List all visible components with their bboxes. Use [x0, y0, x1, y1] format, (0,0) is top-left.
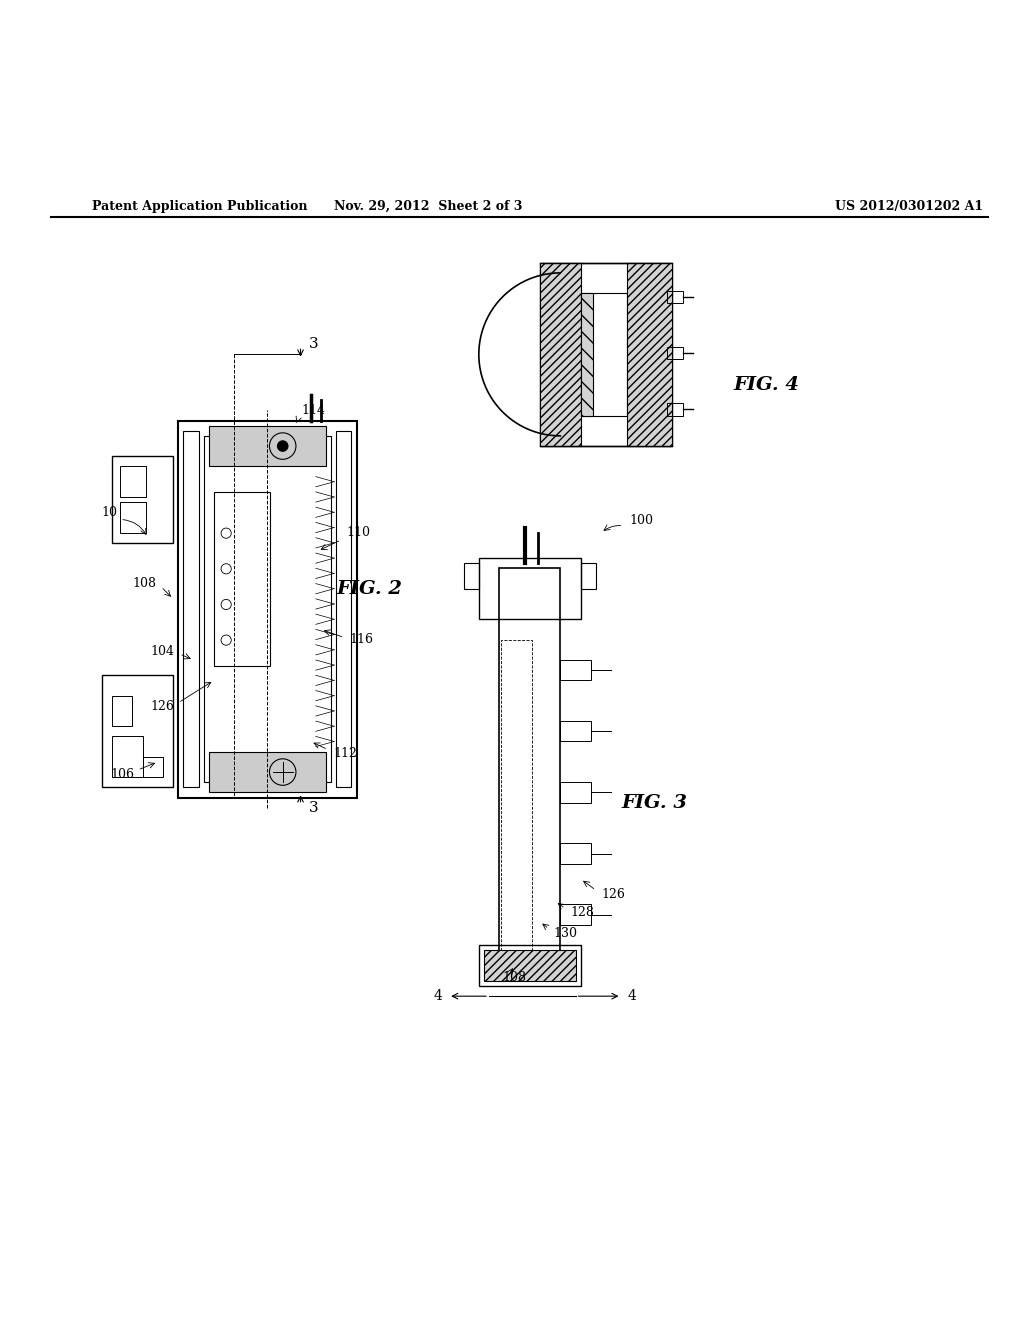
Bar: [464, 564, 479, 589]
Bar: [501, 640, 531, 956]
Text: 104: 104: [151, 645, 175, 659]
Text: Patent Application Publication: Patent Application Publication: [92, 201, 307, 213]
Bar: [581, 564, 596, 589]
Bar: [204, 436, 331, 783]
Bar: [560, 660, 591, 680]
Text: 108: 108: [502, 972, 526, 985]
Bar: [142, 756, 163, 777]
Bar: [484, 950, 575, 981]
Text: 130: 130: [553, 927, 578, 940]
Bar: [479, 945, 581, 986]
Bar: [581, 293, 627, 416]
Text: 108: 108: [132, 577, 157, 590]
Bar: [336, 430, 351, 787]
Bar: [479, 558, 581, 619]
Circle shape: [278, 441, 288, 451]
Bar: [209, 425, 326, 466]
Text: Nov. 29, 2012  Sheet 2 of 3: Nov. 29, 2012 Sheet 2 of 3: [334, 201, 522, 213]
Bar: [560, 843, 591, 863]
Bar: [209, 751, 326, 792]
Bar: [560, 783, 591, 803]
Bar: [499, 569, 560, 966]
Text: 3: 3: [308, 801, 318, 814]
Text: 112: 112: [333, 747, 357, 760]
Text: 116: 116: [349, 634, 374, 645]
Text: FIG. 4: FIG. 4: [733, 376, 800, 393]
Text: 126: 126: [601, 888, 625, 900]
Text: 10: 10: [101, 506, 118, 519]
Text: 4: 4: [627, 989, 636, 1003]
Text: US 2012/0301202 A1: US 2012/0301202 A1: [836, 201, 983, 213]
Bar: [183, 430, 199, 787]
Text: 4: 4: [433, 989, 442, 1003]
Bar: [120, 466, 145, 498]
Bar: [560, 904, 591, 925]
Bar: [178, 421, 356, 797]
Text: FIG. 2: FIG. 2: [336, 579, 402, 598]
Text: 126: 126: [151, 701, 175, 713]
Bar: [101, 676, 173, 787]
Bar: [560, 721, 591, 742]
Bar: [214, 492, 270, 665]
Text: 3: 3: [308, 337, 318, 351]
Bar: [668, 404, 683, 416]
Text: 114: 114: [301, 404, 326, 417]
Bar: [540, 263, 673, 446]
Bar: [668, 292, 683, 304]
Text: 110: 110: [346, 527, 371, 539]
Bar: [581, 293, 593, 416]
Bar: [112, 737, 142, 777]
Text: FIG. 3: FIG. 3: [622, 793, 687, 812]
Bar: [120, 502, 145, 533]
Bar: [668, 347, 683, 359]
Bar: [112, 696, 132, 726]
Bar: [112, 457, 173, 543]
Text: 100: 100: [630, 513, 653, 527]
Text: 128: 128: [570, 906, 594, 919]
Bar: [540, 263, 581, 446]
Bar: [627, 263, 673, 446]
Text: 106: 106: [110, 768, 134, 780]
